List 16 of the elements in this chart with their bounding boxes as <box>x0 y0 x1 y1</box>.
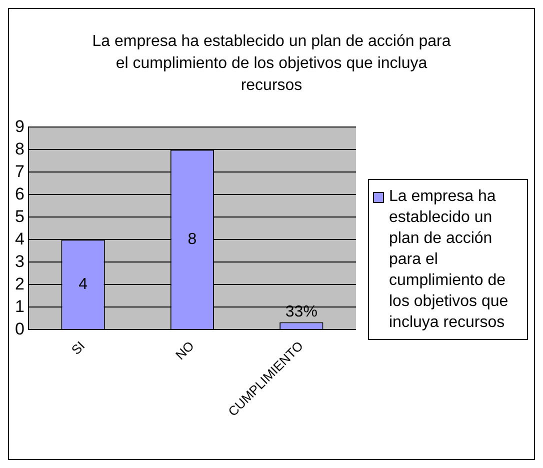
y-tick-label: 5 <box>14 206 24 226</box>
x-tick-label: NO <box>172 338 197 363</box>
y-tick-label: 0 <box>14 319 24 338</box>
data-label: 8 <box>188 230 197 248</box>
chart-title: La empresa ha establecido un plan de acción para el cumplimiento de los objetivos que incluya recursos <box>91 32 452 96</box>
y-tick-label: 3 <box>14 252 24 271</box>
y-tick-label: 1 <box>14 296 24 316</box>
legend-label: La empresa ha establecido un plan de acción para el cumplimiento de los objetivos que incluya recursos <box>389 187 510 333</box>
y-tick-label: 6 <box>14 184 24 204</box>
y-tick-label: 7 <box>14 162 24 181</box>
y-tick-label: 2 <box>14 274 24 294</box>
y-tick-label: 9 <box>14 116 24 136</box>
data-label: 4 <box>78 276 88 293</box>
x-tick-label: SI <box>68 338 88 358</box>
y-tick-label: 4 <box>14 229 24 248</box>
y-tick-label: 8 <box>14 139 24 158</box>
